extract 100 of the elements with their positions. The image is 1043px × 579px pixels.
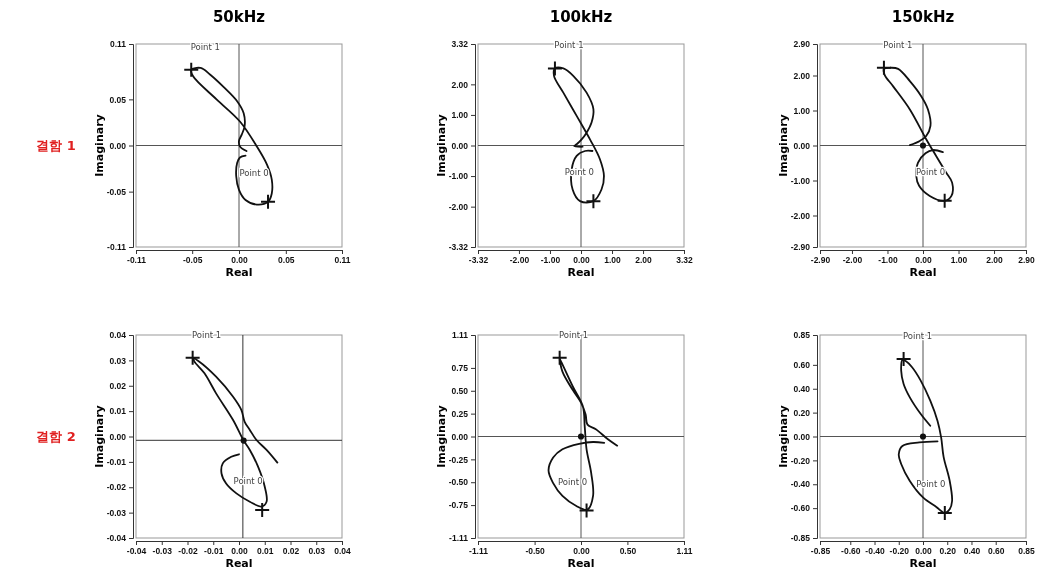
annotation: Point 1 bbox=[559, 329, 589, 340]
y-tick-label: 0.00 bbox=[451, 431, 469, 442]
x-tick-label: 0.20 bbox=[939, 546, 957, 557]
x-tick-label: -2.00 bbox=[842, 255, 863, 266]
y-tick-label: 0.02 bbox=[109, 380, 127, 391]
text: 결함 2 bbox=[36, 428, 76, 444]
y-tick-label: -1.00 bbox=[448, 171, 469, 182]
point bbox=[919, 142, 927, 149]
x-tick-label: -0.20 bbox=[889, 546, 910, 557]
y-tick-label: -0.20 bbox=[790, 455, 811, 466]
x-tick-label: -2.90 bbox=[810, 255, 831, 266]
point bbox=[875, 59, 892, 76]
y-tick-label: -0.05 bbox=[106, 186, 127, 197]
y-tick-label: -0.01 bbox=[106, 457, 127, 468]
y-tick-label: -0.50 bbox=[448, 477, 469, 488]
x-tick-label: 0.00 bbox=[915, 546, 933, 557]
x-tick-label: 1.11 bbox=[676, 546, 693, 557]
point bbox=[919, 433, 927, 440]
x-tick-label: -0.40 bbox=[865, 546, 885, 557]
x-tick-label: 0.01 bbox=[256, 546, 274, 557]
point bbox=[577, 433, 585, 440]
y-tick-label: 0.11 bbox=[109, 39, 127, 50]
y-tick-label: -1.00 bbox=[790, 175, 811, 186]
x-tick-label: -0.11 bbox=[127, 255, 147, 266]
x-tick-label: 0.00 bbox=[231, 255, 249, 266]
y-tick-label: 0.01 bbox=[109, 406, 127, 417]
x-tick-label: 0.40 bbox=[963, 546, 981, 557]
point bbox=[184, 349, 201, 366]
y-tick-label: 0.00 bbox=[793, 431, 811, 442]
y-tick-label: 0.20 bbox=[793, 407, 811, 418]
y-tick-label: 1.00 bbox=[451, 110, 469, 121]
x-tick-label: -2.00 bbox=[509, 255, 530, 266]
y-axis-title: Imaginary bbox=[93, 114, 106, 177]
x-tick-label: -0.60 bbox=[841, 546, 861, 557]
annotation: Point 1 bbox=[903, 330, 933, 341]
y-tick-label: 0.50 bbox=[451, 386, 469, 396]
y-tick-label: 0.04 bbox=[109, 330, 127, 341]
x-axis-title: Real bbox=[909, 266, 937, 279]
point bbox=[578, 502, 595, 519]
x-tick-label: 0.00 bbox=[915, 255, 933, 266]
point bbox=[936, 504, 953, 521]
y-tick-label: -0.40 bbox=[790, 479, 811, 490]
annotation: Point 0 bbox=[557, 476, 588, 487]
y-tick-label: 0.00 bbox=[451, 140, 469, 151]
x-tick-label: -0.03 bbox=[152, 546, 173, 557]
annotation: Point 1 bbox=[192, 329, 222, 340]
x-tick-label: -0.02 bbox=[178, 546, 198, 557]
x-axis-title: Real bbox=[225, 266, 253, 279]
y-tick-label: -2.90 bbox=[790, 242, 811, 253]
point bbox=[254, 502, 271, 519]
y-tick-label: -2.00 bbox=[790, 210, 811, 221]
y-tick-label: -0.04 bbox=[106, 533, 127, 544]
y-tick-label: -3.32 bbox=[448, 242, 469, 253]
x-tick-label: -0.50 bbox=[525, 546, 546, 557]
x-tick-label: -1.00 bbox=[878, 255, 898, 266]
point bbox=[240, 437, 247, 444]
y-tick-label: 2.90 bbox=[793, 39, 811, 50]
point bbox=[936, 192, 953, 209]
x-tick-label: -0.05 bbox=[182, 255, 203, 266]
x-tick-label: 0.50 bbox=[619, 546, 637, 557]
point bbox=[895, 350, 912, 367]
x-tick-label: 0.02 bbox=[282, 546, 300, 557]
x-tick-label: 0.11 bbox=[334, 255, 351, 266]
y-tick-label: 0.25 bbox=[451, 408, 469, 419]
y-tick-label: -0.02 bbox=[106, 482, 127, 493]
y-axis-title: Imaginary bbox=[435, 114, 448, 177]
x-tick-label: 2.90 bbox=[1018, 255, 1036, 266]
x-tick-label: 1.00 bbox=[950, 255, 968, 266]
y-tick-label: 0.00 bbox=[109, 431, 127, 442]
y-tick-label: 0.40 bbox=[793, 383, 811, 394]
annotation: Point 0 bbox=[916, 478, 946, 489]
y-axis-title: Imaginary bbox=[777, 405, 790, 468]
y-tick-label: -0.11 bbox=[107, 242, 127, 253]
chart-title: 150kHz bbox=[891, 8, 955, 26]
x-tick-label: 0.05 bbox=[278, 255, 295, 266]
x-tick-label: -0.01 bbox=[204, 546, 224, 557]
x-axis-title: Real bbox=[225, 557, 253, 570]
x-tick-label: 0.00 bbox=[231, 546, 249, 557]
y-tick-label: 0.00 bbox=[109, 140, 127, 151]
y-tick-label: 0.03 bbox=[109, 355, 127, 366]
x-tick-label: -1.00 bbox=[540, 255, 561, 266]
x-tick-label: 0.00 bbox=[573, 255, 591, 266]
y-tick-label: -0.03 bbox=[106, 507, 127, 518]
point bbox=[551, 349, 568, 366]
y-tick-label: 0.60 bbox=[793, 360, 811, 371]
x-tick-label: 2.00 bbox=[986, 255, 1004, 266]
y-tick-label: -0.25 bbox=[448, 454, 469, 465]
y-axis-title: Imaginary bbox=[777, 114, 790, 177]
x-tick-label: 0.04 bbox=[334, 546, 352, 557]
y-axis-title: Imaginary bbox=[435, 405, 448, 468]
y-axis-title: Imaginary bbox=[93, 405, 106, 468]
x-axis-title: Real bbox=[909, 557, 937, 570]
chart-title: 100kHz bbox=[549, 8, 613, 26]
y-tick-label: -2.00 bbox=[448, 201, 469, 212]
x-tick-label: 1.00 bbox=[604, 255, 622, 266]
x-tick-label: 0.85 bbox=[1018, 546, 1036, 557]
y-tick-label: 0.00 bbox=[793, 140, 811, 151]
x-tick-label: -3.32 bbox=[468, 255, 489, 266]
annotation: Point 1 bbox=[554, 40, 584, 51]
y-tick-label: 0.75 bbox=[451, 363, 469, 374]
